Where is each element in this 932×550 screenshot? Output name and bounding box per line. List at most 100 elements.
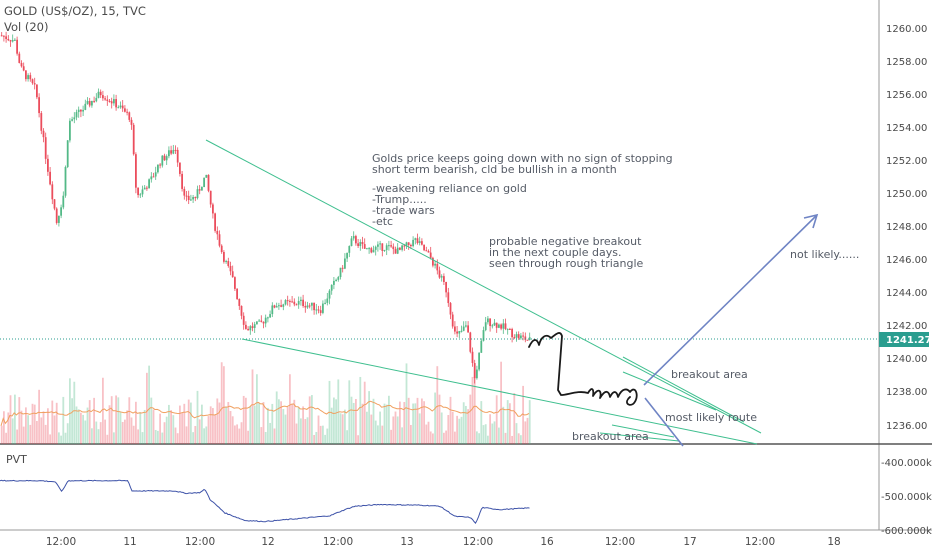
candle-body: [150, 176, 153, 180]
price-tick: 1240.00: [886, 354, 927, 365]
candle-body: [451, 314, 454, 327]
candle-body: [319, 310, 322, 313]
volume-bar: [429, 431, 432, 444]
volume-bar: [462, 402, 465, 444]
time-axis[interactable]: 12:00 11 12:00 12 12:00 13 12:00 16 12:0…: [46, 536, 841, 548]
symbol-title[interactable]: GOLD (US$/OZ), 15, TVC: [4, 4, 146, 18]
candle-body: [462, 326, 465, 331]
volume-bar: [196, 390, 199, 444]
candle-body: [126, 111, 128, 113]
candle-body: [350, 238, 353, 247]
candle-body: [203, 177, 205, 188]
volume-bar: [500, 361, 502, 444]
volume-bar: [361, 403, 364, 444]
volume-bar: [469, 394, 472, 444]
volume-bar: [363, 381, 366, 444]
volume-bar: [3, 411, 5, 444]
volume-bar: [440, 412, 443, 444]
volume-bar: [99, 422, 102, 444]
volume-bar: [297, 406, 300, 444]
candle-body: [308, 305, 311, 307]
candle-body: [16, 39, 18, 54]
candle-body: [82, 109, 84, 112]
candle-body: [273, 305, 276, 308]
volume-bar: [357, 435, 359, 444]
volume-bar: [42, 411, 45, 444]
volume-bar: [264, 431, 267, 444]
candle-body: [515, 334, 518, 338]
volume-bar: [75, 406, 78, 444]
volume-bar: [150, 397, 153, 444]
candle-body: [231, 271, 234, 278]
candle-body: [106, 99, 109, 101]
volume-bar: [434, 392, 436, 444]
volume-bar: [344, 409, 346, 444]
candle-body: [291, 301, 293, 303]
price-tick: 1256.00: [886, 90, 927, 101]
volume-bar: [487, 435, 489, 444]
volume-bar: [260, 427, 263, 444]
volume-indicator-label[interactable]: Vol (20): [4, 20, 49, 34]
volume-bar: [159, 413, 161, 444]
candle-body: [102, 95, 104, 99]
candle-body: [436, 263, 439, 271]
volume-bar: [467, 409, 469, 444]
volume-bar: [473, 370, 476, 444]
volume-bar: [238, 428, 241, 444]
volume-bar: [27, 415, 29, 444]
candle-body: [269, 314, 271, 318]
volume-bar: [251, 369, 254, 444]
candle-body: [209, 190, 212, 205]
candle-body: [154, 172, 157, 177]
candle-body: [97, 91, 100, 98]
candle-body: [418, 241, 421, 244]
price-tick: 1252.00: [886, 156, 927, 167]
candle-body: [185, 195, 188, 197]
volume-bar: [38, 389, 40, 444]
volume-bar: [242, 395, 245, 444]
volume-bar: [163, 422, 166, 444]
volume-bar: [5, 432, 7, 444]
volume-bar: [62, 396, 65, 444]
pvt-axis[interactable]: -400.000k -500.000k -600.000k: [881, 458, 932, 537]
volume-bar: [231, 416, 234, 444]
candle-body: [3, 35, 5, 37]
candle-body: [469, 332, 472, 352]
breakout-lower-line-1: [611, 424, 675, 438]
volume-bar: [218, 402, 221, 444]
volume-bar: [315, 431, 318, 444]
volume-bar: [214, 414, 216, 444]
volume-bar: [471, 376, 474, 444]
volume-bar: [451, 411, 454, 444]
volume-bar: [478, 433, 480, 444]
price-tick: 1258.00: [886, 57, 927, 68]
volume-bar: [392, 416, 395, 444]
volume-bar: [517, 433, 520, 444]
candle-body: [234, 277, 236, 289]
volume-bar: [504, 432, 507, 444]
volume-bar: [0, 425, 3, 444]
candle-body: [220, 245, 223, 253]
time-tick: 11: [123, 536, 136, 548]
candle-body: [262, 321, 265, 324]
candle-body: [38, 97, 40, 114]
candle-body: [130, 119, 133, 125]
candle-body: [522, 335, 524, 337]
volume-bar: [447, 415, 450, 444]
candle-body: [66, 140, 69, 168]
candle-body: [443, 276, 445, 283]
breakout-upper-line-2: [622, 371, 717, 411]
candle-body: [117, 107, 120, 109]
candle-body: [104, 98, 106, 100]
volume-bar: [528, 400, 531, 444]
candle-body: [227, 261, 230, 267]
volume-bar: [82, 414, 84, 444]
volume-bar: [401, 427, 403, 444]
volume-bar: [258, 402, 260, 444]
pvt-indicator-label[interactable]: PVT: [6, 453, 27, 466]
candle-body: [368, 248, 370, 250]
price-axis[interactable]: 1260.00 1258.00 1256.00 1254.00 1252.00 …: [886, 24, 927, 432]
candle-body: [267, 317, 269, 319]
volume-bar: [379, 411, 381, 444]
